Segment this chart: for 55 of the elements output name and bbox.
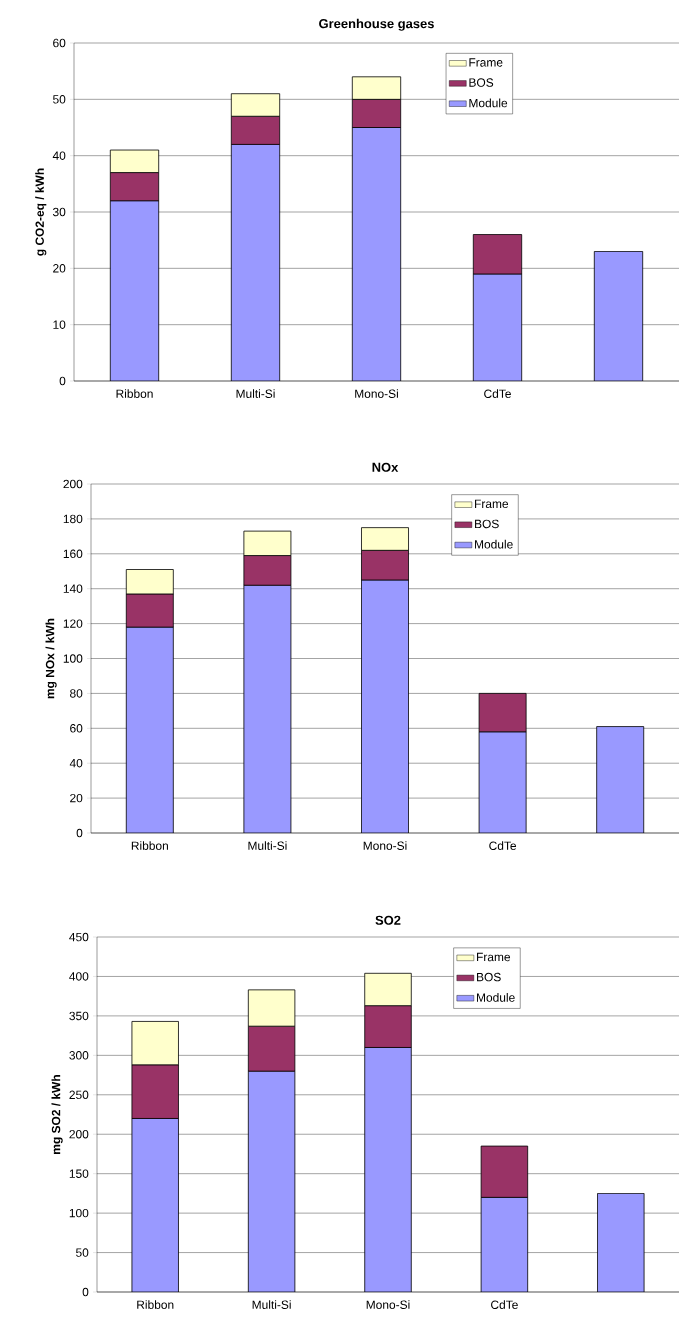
y-tick-label: 40 — [52, 151, 66, 160]
y-tick-label: 20 — [70, 793, 83, 803]
legend-label: BOS — [475, 519, 499, 529]
x-tick-label: Mono-Si — [363, 841, 407, 850]
y-tick-label: 0 — [76, 828, 83, 838]
x-tick-label: Multi-Si — [236, 389, 275, 398]
legend-label: BOS — [469, 78, 494, 87]
y-axis-title: mg SO2 / kWh — [51, 1075, 63, 1154]
x-tick-label: Ribbon — [137, 1300, 174, 1309]
x-tick-label: CdTe — [484, 389, 511, 398]
chart-title: Greenhouse gases — [319, 18, 434, 31]
y-tick-label: 350 — [69, 1011, 89, 1021]
x-tick-label: Multi-Si — [248, 841, 287, 850]
y-tick-label: 400 — [69, 972, 89, 981]
x-tick-label: Mono-Si — [366, 1300, 410, 1309]
y-axis-title: g CO2-eq / kWh — [35, 168, 47, 256]
y-tick-label: 0 — [82, 1287, 89, 1297]
y-tick-label: 60 — [53, 38, 66, 48]
y-tick-label: 250 — [69, 1090, 89, 1100]
legend-label: Module — [475, 539, 513, 549]
x-tick-label: Mono-Si — [355, 389, 398, 398]
legend-label: Frame — [477, 952, 511, 962]
y-tick-label: 160 — [63, 549, 83, 559]
y-tick-label: 20 — [53, 264, 66, 273]
x-tick-label: Multi-Si — [252, 1300, 291, 1309]
y-tick-label: 180 — [63, 514, 83, 524]
chart-title: NOx — [372, 462, 399, 472]
legend-label: Frame — [475, 499, 509, 508]
y-tick-label: 60 — [70, 724, 83, 733]
y-tick-label: 100 — [63, 654, 83, 663]
y-tick-label: 50 — [53, 95, 66, 104]
y-tick-label: 200 — [69, 1130, 89, 1139]
y-tick-label: 100 — [69, 1208, 89, 1218]
y-tick-label: 0 — [59, 376, 66, 386]
x-tick-label: Ribbon — [131, 841, 168, 850]
legend-label: Frame — [469, 58, 503, 67]
y-tick-label: 50 — [76, 1248, 89, 1257]
y-tick-label: 200 — [63, 479, 83, 489]
y-tick-label: 40 — [69, 758, 83, 768]
y-tick-label: 140 — [63, 584, 83, 593]
chart-title: SO2 — [375, 915, 401, 925]
y-tick-label: 150 — [69, 1169, 89, 1178]
y-tick-label: 450 — [69, 932, 89, 942]
y-tick-label: 120 — [63, 619, 83, 628]
y-tick-label: 300 — [69, 1051, 89, 1060]
legend-label: Module — [469, 98, 508, 108]
x-tick-label: CdTe — [489, 841, 517, 850]
legend-label: Module — [477, 992, 515, 1002]
y-tick-label: 80 — [70, 689, 83, 698]
x-tick-label: Ribbon — [116, 389, 153, 398]
y-tick-label: 30 — [52, 207, 66, 217]
legend-label: BOS — [477, 972, 501, 982]
x-tick-label: CdTe — [491, 1300, 518, 1309]
y-axis-title: mg NOx / kWh — [45, 618, 57, 699]
y-tick-label: 10 — [53, 320, 66, 329]
